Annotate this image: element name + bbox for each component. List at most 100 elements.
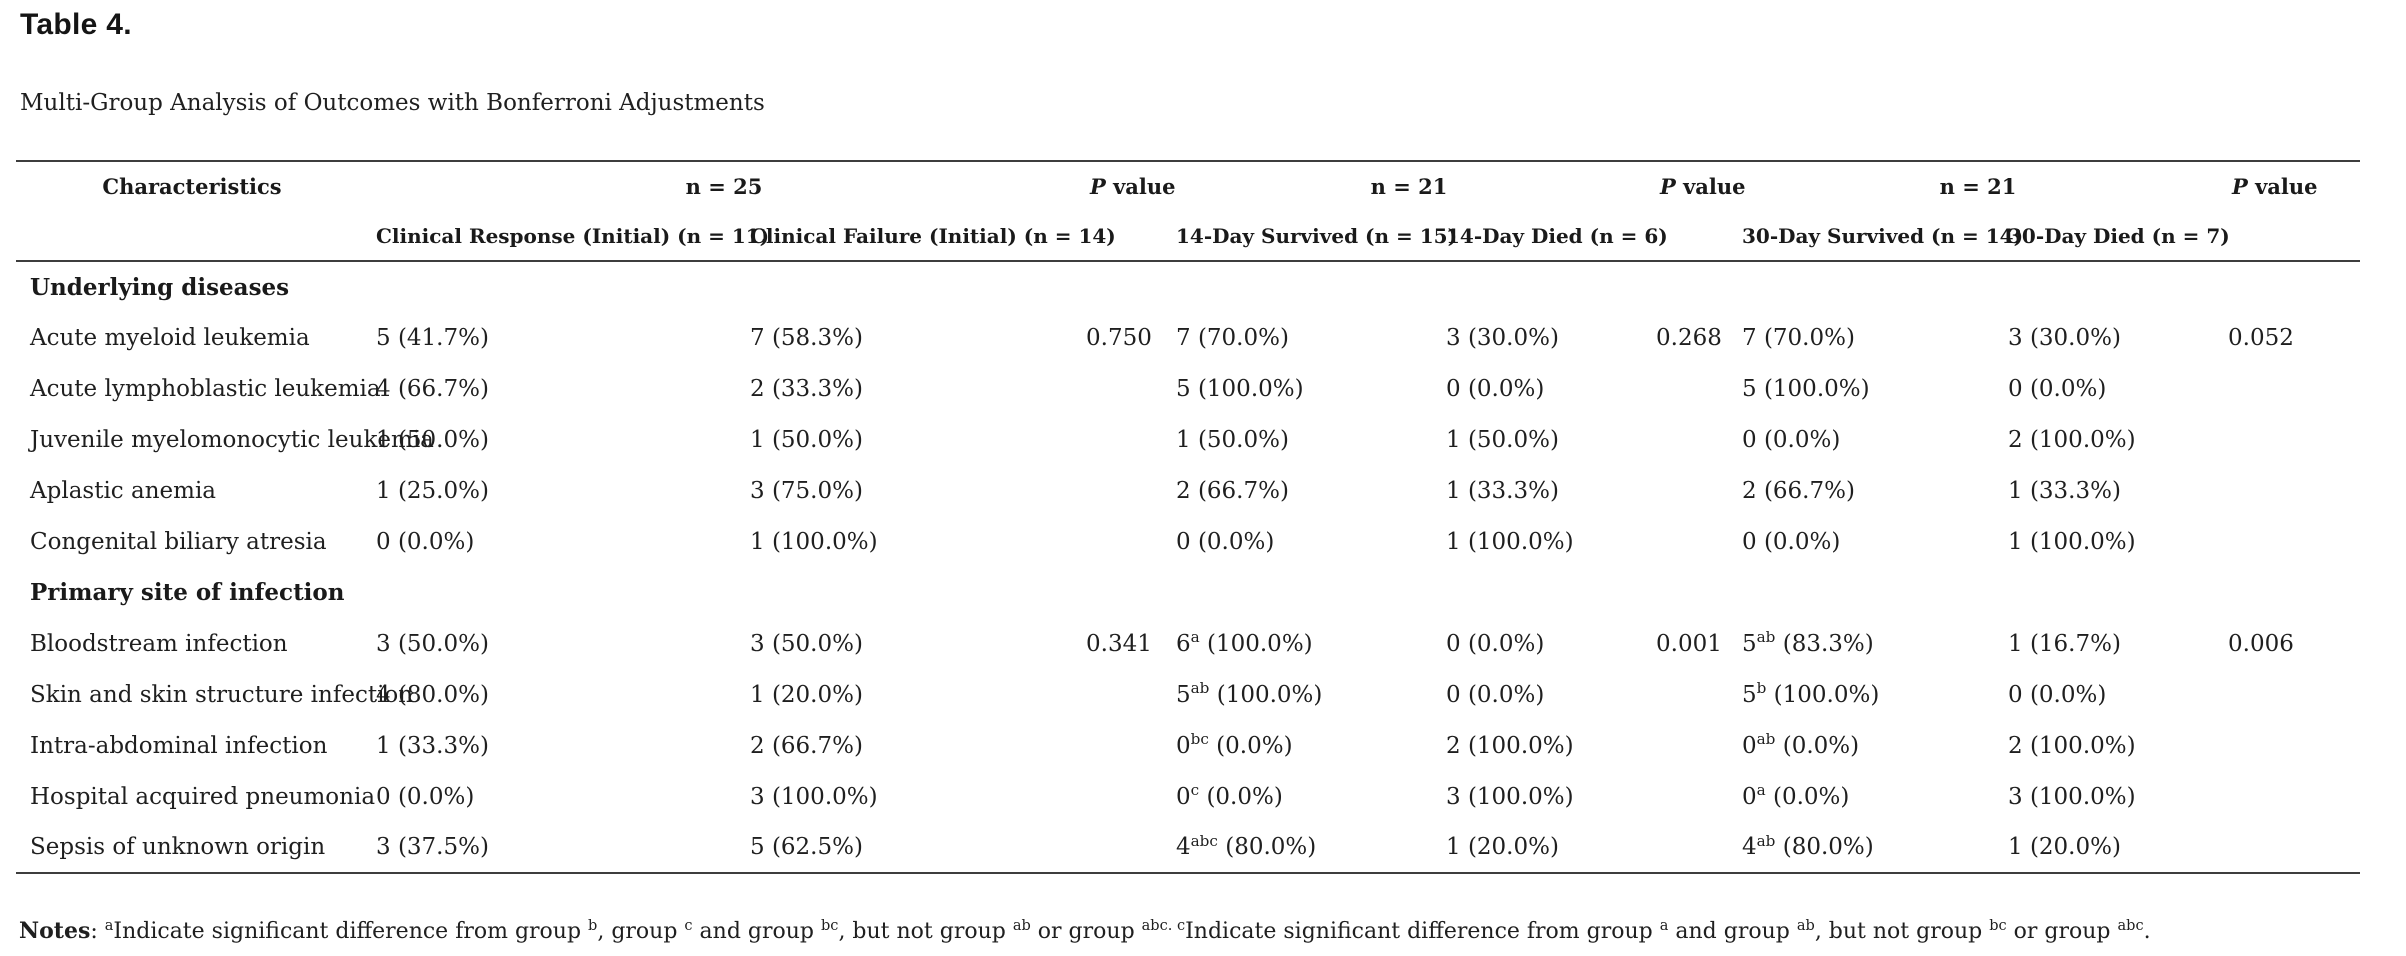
notes: Notes: aIndicate significant difference … [19, 918, 2406, 944]
row-label: Intra-abdominal infection [30, 732, 328, 759]
value-cell: 1 (50.0%) [750, 426, 863, 453]
table-row: Aplastic anemia 1 (25.0%) 3 (75.0%) 2 (66.7… [16, 465, 2360, 516]
empty-header-cell [2222, 211, 2360, 262]
row-label: Congenital biliary atresia [30, 528, 327, 555]
p-value-cell [1080, 465, 1168, 516]
section-title: Underlying diseases [30, 273, 290, 301]
table-row: Hospital acquired pneumonia 0 (0.0%) 3 (10… [16, 771, 2360, 822]
value-cell: 0 (0.0%) [1446, 630, 1545, 657]
value-cell: 3 (100.0%) [750, 783, 878, 810]
section-row: Underlying diseases [16, 261, 2360, 312]
p-value-cell [1080, 414, 1168, 465]
value-cell: 0a (0.0%) [1742, 781, 1850, 810]
p-value-cell: 0.006 [2228, 630, 2294, 657]
value-cell: 1 (33.3%) [376, 732, 489, 759]
value-cell: 1 (50.0%) [1176, 426, 1289, 453]
group3-p-value-header: P value [2222, 161, 2360, 211]
value-cell: 0 (0.0%) [1742, 528, 1841, 555]
value-cell: 5 (100.0%) [1176, 375, 1304, 402]
value-cell: 1 (100.0%) [750, 528, 878, 555]
table-row: Bloodstream infection 3 (50.0%) 3 (50.0%) 0… [16, 618, 2360, 669]
group1-p-value-header: P value [1080, 161, 1176, 211]
p-value-label: value [1675, 174, 1746, 199]
row-label: Aplastic anemia [30, 477, 217, 504]
p-value-cell [2222, 822, 2360, 874]
value-cell: 1 (25.0%) [376, 477, 489, 504]
notes-label: Notes [19, 918, 91, 944]
value-cell: 0 (0.0%) [1446, 375, 1545, 402]
table-row: Congenital biliary atresia 0 (0.0%) 1 (100… [16, 516, 2360, 567]
value-cell: 3 (30.0%) [2008, 324, 2121, 351]
outcomes-table: Characteristics n = 25 P value n = 21 P … [16, 160, 2360, 874]
value-cell: 0 (0.0%) [376, 528, 475, 555]
group2-n-header: n = 21 [1370, 174, 1448, 199]
p-value-cell [1650, 669, 1734, 720]
table-row: Juvenile myelomonocytic leukemia 1 (50.0%… [16, 414, 2360, 465]
value-cell: 4 (66.7%) [376, 375, 489, 402]
characteristics-header: Characteristics [102, 174, 282, 199]
p-value-label: value [1105, 174, 1176, 199]
value-cell: 3 (50.0%) [750, 630, 863, 657]
value-cell: 0ab (0.0%) [1742, 730, 1860, 759]
value-cell: 7 (58.3%) [750, 324, 863, 351]
empty-header-cell [1650, 211, 1734, 262]
value-cell: 1 (33.3%) [2008, 477, 2121, 504]
p-value-cell: 0.341 [1086, 630, 1152, 657]
subheader-30day-survived: 30-Day Survived (n = 14) [1734, 211, 2023, 262]
empty-header-cell [1080, 211, 1168, 262]
value-cell: 4ab (80.0%) [1734, 822, 2000, 874]
p-value-cell [1080, 720, 1168, 771]
p-value-cell [2222, 414, 2360, 465]
table-row: Skin and skin structure infection 4 (80.0… [16, 669, 2360, 720]
p-value-cell [1650, 414, 1734, 465]
p-value-cell: 0.052 [2228, 324, 2294, 351]
value-cell: 2 (66.7%) [1742, 477, 1855, 504]
p-value-cell: 0.001 [1656, 630, 1722, 657]
value-cell: 0c (0.0%) [1176, 781, 1283, 810]
p-value-cell: 0.750 [1086, 324, 1152, 351]
value-cell: 5 (41.7%) [376, 324, 489, 351]
value-cell: 3 (75.0%) [750, 477, 863, 504]
p-value-cell [1650, 465, 1734, 516]
value-cell: 5 (62.5%) [742, 822, 1080, 874]
value-cell: 5ab (100.0%) [1176, 679, 1323, 708]
p-value-label: value [2247, 174, 2318, 199]
value-cell: 1 (100.0%) [1446, 528, 1574, 555]
p-value-cell [2222, 669, 2360, 720]
table-number-title: Table 4. [20, 8, 132, 41]
value-cell: 1 (20.0%) [2000, 822, 2222, 874]
value-cell: 0 (0.0%) [2008, 681, 2107, 708]
subheader-30day-died: 30-Day Died (n = 7) [2000, 211, 2230, 262]
subheader-14day-survived: 14-Day Survived (n = 15) [1168, 211, 1457, 262]
p-value-cell [1080, 822, 1168, 874]
row-label: Juvenile myelomonocytic leukemia [30, 426, 434, 453]
p-italic-label: P [1090, 174, 1106, 199]
value-cell: 1 (100.0%) [2008, 528, 2136, 555]
value-cell: 2 (66.7%) [750, 732, 863, 759]
group2-p-value-header: P value [1650, 161, 1746, 211]
p-value-cell [1650, 516, 1734, 567]
value-cell: 4abc (80.0%) [1168, 822, 1438, 874]
value-cell: 1 (20.0%) [1438, 822, 1650, 874]
p-value-cell [1080, 669, 1168, 720]
value-cell: 0bc (0.0%) [1176, 730, 1293, 759]
value-cell: 2 (33.3%) [750, 375, 863, 402]
table-row: Intra-abdominal infection 1 (33.3%) 2 (66.… [16, 720, 2360, 771]
row-label: Bloodstream infection [30, 630, 288, 657]
p-value-cell [2222, 771, 2360, 822]
value-cell: 0 (0.0%) [1176, 528, 1275, 555]
table-body: Underlying diseases Acute myeloid leukemi… [16, 261, 2360, 874]
p-value-cell: 0.268 [1656, 324, 1722, 351]
value-cell: 1 (33.3%) [1446, 477, 1559, 504]
header-row-subgroups: Clinical Response (Initial) (n = 11) Cli… [16, 211, 2360, 262]
notes-body: : aIndicate significant difference from … [90, 918, 2151, 944]
value-cell: 2 (100.0%) [1446, 732, 1574, 759]
row-label: Sepsis of unknown origin [16, 822, 368, 874]
p-value-cell [2222, 363, 2360, 414]
table-row: Sepsis of unknown origin 3 (37.5%) 5 (62.5… [16, 822, 2360, 874]
p-value-cell [2222, 516, 2360, 567]
p-value-cell [1650, 822, 1734, 874]
value-cell: 7 (70.0%) [1176, 324, 1289, 351]
value-cell: 5ab (83.3%) [1742, 628, 1874, 657]
value-cell: 2 (100.0%) [2008, 732, 2136, 759]
